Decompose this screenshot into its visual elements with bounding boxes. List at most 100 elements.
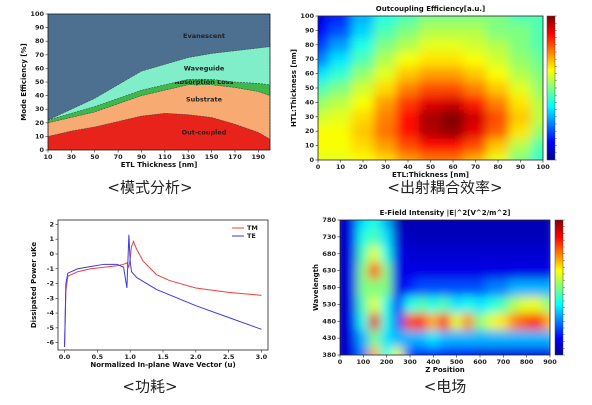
y-axis-label: Wavelength <box>312 264 320 311</box>
y-tick-label: -6 <box>47 339 55 347</box>
x-tick-label: 800 <box>520 358 534 366</box>
heatmap-cell <box>345 220 358 229</box>
heatmap-cell <box>415 278 428 297</box>
heatmap-cell <box>486 51 510 67</box>
heatmap-cell <box>497 220 510 229</box>
y-axis-label: HTL:Thickness [nm] <box>290 49 298 127</box>
x-tick-label: 20 <box>358 163 368 171</box>
heatmap-cell <box>415 220 428 229</box>
heatmap-cell <box>396 109 420 125</box>
heatmap-cell <box>368 346 382 355</box>
x-tick-label: 10 <box>43 153 53 161</box>
heatmap-cell <box>438 244 452 263</box>
heatmap-cell <box>508 123 533 139</box>
heatmap-cell <box>340 346 347 355</box>
heatmap-area <box>318 16 543 160</box>
heatmap-cell <box>373 51 398 67</box>
x-tick-label: 1.0 <box>124 353 136 361</box>
heatmap-cell <box>396 137 420 154</box>
heatmap-cell <box>380 329 393 348</box>
heatmap-cell <box>462 220 475 229</box>
x-tick-label: 400 <box>427 358 441 366</box>
heatmap-cell <box>508 261 522 280</box>
heatmap-cell <box>392 227 405 246</box>
heatmap-cell <box>396 152 420 160</box>
line-series <box>64 240 262 348</box>
heatmap-cell <box>328 65 353 82</box>
heatmap-cell <box>345 346 358 355</box>
heatmap-cell <box>415 329 428 348</box>
heatmap-cell <box>351 94 375 111</box>
heatmap-cell <box>427 295 440 314</box>
heatmap-cell <box>532 261 545 280</box>
y-tick-label: 0 <box>49 250 54 258</box>
y-tick-label: 2 <box>49 220 54 228</box>
legend-label: TE <box>247 232 256 240</box>
heatmap-cell <box>508 346 522 355</box>
heatmap-cell <box>463 80 488 96</box>
heatmap-cell <box>532 220 545 229</box>
heatmap-cell <box>441 80 465 96</box>
x-tick-label: 600 <box>473 358 487 366</box>
heatmap-cell <box>357 278 370 297</box>
x-tick-label: 130 <box>181 153 195 161</box>
y-tick-label: 40 <box>35 92 45 100</box>
heatmap-cell <box>441 51 465 67</box>
heatmap-cell <box>438 278 452 297</box>
y-tick-label: -1 <box>47 265 55 273</box>
heatmap-cell <box>497 329 510 348</box>
heatmap-cell <box>497 295 510 314</box>
heatmap-cell <box>520 295 533 314</box>
x-tick-label: 80 <box>493 163 503 171</box>
heatmap-cell <box>392 312 405 331</box>
heatmap-cell <box>328 22 353 39</box>
y-tick-label: 0 <box>39 146 44 154</box>
heatmap-cell <box>531 22 543 39</box>
heatmap-cell <box>427 227 440 246</box>
heatmap-cell <box>508 244 522 263</box>
heatmap-cell <box>497 261 510 280</box>
y-tick-label: 60 <box>305 70 315 78</box>
heatmap-cell <box>318 16 330 24</box>
x-axis-label: Z Position <box>425 366 465 374</box>
y-tick-label: 10 <box>305 142 315 150</box>
heatmap-cell <box>351 123 375 139</box>
y-axis-label: Mode Efficiency [%] <box>20 43 28 120</box>
heatmap-cell <box>485 278 498 297</box>
colorbar <box>554 219 564 356</box>
line-series <box>64 234 262 348</box>
y-tick-label: 20 <box>35 119 45 127</box>
colorbar <box>546 15 556 161</box>
heatmap-cell <box>520 278 533 297</box>
heatmap-cell <box>427 346 440 355</box>
heatmap-cell <box>543 329 550 348</box>
series-label: Waveguide <box>184 64 225 72</box>
heatmap-cell <box>380 278 393 297</box>
heatmap-cell <box>392 244 405 263</box>
heatmap-cell <box>532 312 545 331</box>
plot-frame <box>57 219 269 351</box>
heatmap-cell <box>396 22 420 39</box>
heatmap-cell <box>318 51 330 67</box>
heatmap-cell <box>396 37 420 53</box>
heatmap-cell <box>340 295 347 314</box>
heatmap-cell <box>368 295 382 314</box>
heatmap-cell <box>531 137 543 154</box>
heatmap-cell <box>531 16 543 24</box>
y-tick-label: 780 <box>322 216 336 224</box>
heatmap-cell <box>532 346 545 355</box>
series-label: Out-coupled <box>182 128 227 136</box>
heatmap-cell <box>450 312 463 331</box>
heatmap-cell <box>328 94 353 111</box>
heatmap-cell <box>463 37 488 53</box>
heatmap-cell <box>543 346 550 355</box>
y-tick-label: 10 <box>35 132 45 140</box>
heatmap-cell <box>473 295 487 314</box>
heatmap-cell <box>485 227 498 246</box>
x-tick-label: 70 <box>471 163 481 171</box>
heatmap-cell <box>418 65 443 82</box>
heatmap-cell <box>450 295 463 314</box>
y-tick-label: 480 <box>322 317 336 325</box>
heatmap-cell <box>340 312 347 331</box>
y-tick-label: -4 <box>47 309 55 317</box>
